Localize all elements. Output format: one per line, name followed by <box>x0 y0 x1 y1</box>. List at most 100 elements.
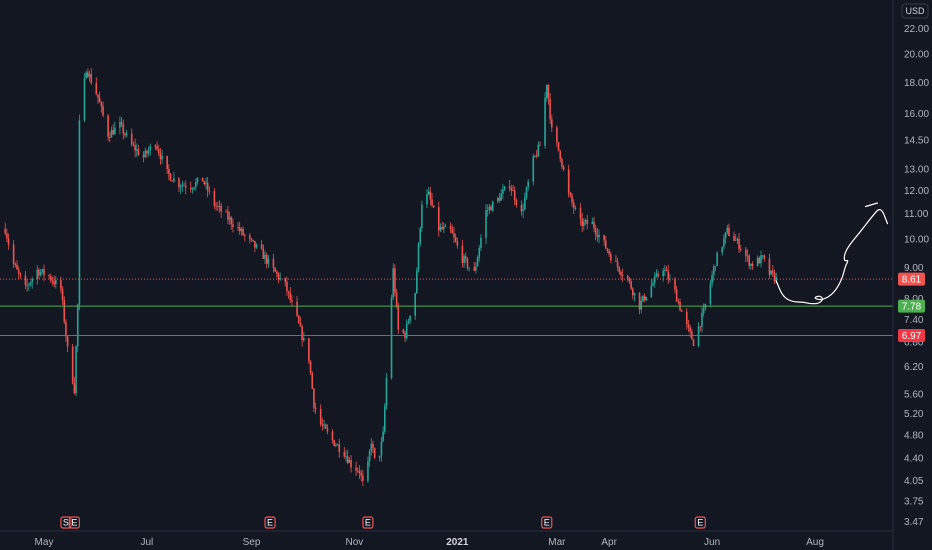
candle-down <box>291 300 293 302</box>
candle-down <box>572 202 575 209</box>
price-tick-label: 22.00 <box>904 24 929 35</box>
candle-down <box>549 99 551 120</box>
candle-down <box>63 300 66 322</box>
candle-down <box>738 238 740 249</box>
candle-down <box>299 322 302 327</box>
candle-down <box>490 206 492 211</box>
candle-up <box>228 217 231 220</box>
candle-down <box>437 207 440 231</box>
currency-selector[interactable]: USD <box>901 3 929 19</box>
candle-down <box>689 327 691 332</box>
candle-down <box>508 186 511 189</box>
candle-down <box>274 267 276 272</box>
price-tick-label: 16.00 <box>904 109 929 120</box>
candle-down <box>284 277 287 282</box>
candle-down <box>260 244 263 249</box>
candle-down <box>168 169 170 174</box>
candle-up <box>503 186 506 190</box>
candle-up <box>255 244 258 248</box>
candle-down <box>473 267 476 271</box>
candle-down <box>243 234 246 236</box>
candle-down <box>628 278 631 282</box>
candle-up <box>476 257 479 267</box>
candle-down <box>515 200 518 205</box>
candle-up <box>383 406 386 432</box>
candle-up <box>468 267 470 269</box>
event-marker[interactable] <box>60 516 72 529</box>
price-tick-label: 14.50 <box>904 135 929 146</box>
event-marker[interactable] <box>68 516 80 529</box>
candle-down <box>230 217 233 225</box>
candle-up <box>532 156 535 182</box>
candle-up <box>380 441 383 456</box>
candle-down <box>178 178 180 188</box>
candle-up <box>760 255 762 264</box>
candle-down <box>71 346 74 384</box>
candle-down <box>610 254 612 261</box>
candle-down <box>215 205 217 207</box>
candle-up <box>83 78 86 121</box>
candle-down <box>216 205 219 207</box>
freehand-drawing[interactable] <box>775 208 889 305</box>
candle-down <box>301 326 303 341</box>
candle-up <box>664 269 666 271</box>
candle-down <box>146 150 148 154</box>
candle-down <box>326 428 329 432</box>
candle-up <box>135 149 138 151</box>
freehand-drawing-tick[interactable] <box>865 202 878 208</box>
candle-up <box>488 206 491 210</box>
candle-down <box>603 235 605 241</box>
candle-down <box>562 166 565 170</box>
resistance-price-tag <box>898 328 925 342</box>
candle-down <box>456 241 459 246</box>
candle-down <box>90 74 93 84</box>
candle-up <box>416 270 418 294</box>
candle-down <box>66 336 69 347</box>
price-tick-label: 5.60 <box>904 389 924 400</box>
candle-down <box>615 260 617 262</box>
time-tick-label: Nov <box>346 537 364 548</box>
candle-up <box>110 129 113 138</box>
candle-down <box>201 177 204 182</box>
event-marker[interactable] <box>264 516 276 529</box>
candle-up <box>264 254 266 259</box>
time-axis[interactable]: May Jul Sep Nov 2021 Mar Apr Jun Aug <box>35 537 824 548</box>
candle-down <box>373 447 376 458</box>
candle-up <box>770 270 772 275</box>
candle-up <box>205 182 207 184</box>
candle-down <box>356 470 359 472</box>
candle-down <box>208 190 211 192</box>
event-marker-label: S <box>63 518 69 528</box>
candle-down <box>557 142 560 151</box>
candle-up <box>419 227 422 244</box>
candle-down <box>596 233 599 238</box>
candle-down <box>745 249 747 256</box>
candle-down <box>556 127 558 143</box>
candle-down <box>169 173 172 181</box>
candle-down <box>134 145 136 151</box>
event-marker[interactable] <box>541 516 553 529</box>
candle-down <box>124 133 126 136</box>
price-tick-label: 20.00 <box>904 50 929 61</box>
candle-down <box>657 273 659 277</box>
candle-down <box>73 383 76 394</box>
candle-up <box>478 247 481 258</box>
candle-down <box>137 149 140 155</box>
event-marker[interactable] <box>694 516 706 529</box>
candle-up <box>723 238 725 247</box>
currency-badge[interactable] <box>901 3 929 19</box>
candle-down <box>4 228 6 234</box>
candle-down <box>17 269 20 274</box>
candle-up <box>527 181 529 188</box>
candle-up <box>323 424 325 426</box>
candle-down <box>65 321 67 337</box>
candle-down <box>454 237 457 242</box>
candle-up <box>584 219 587 222</box>
candle-down <box>449 225 452 230</box>
candle-down <box>355 467 357 471</box>
candle-down <box>498 197 501 201</box>
candle-down <box>132 144 135 146</box>
time-tick-label: Apr <box>601 537 617 548</box>
event-marker[interactable] <box>362 516 374 529</box>
